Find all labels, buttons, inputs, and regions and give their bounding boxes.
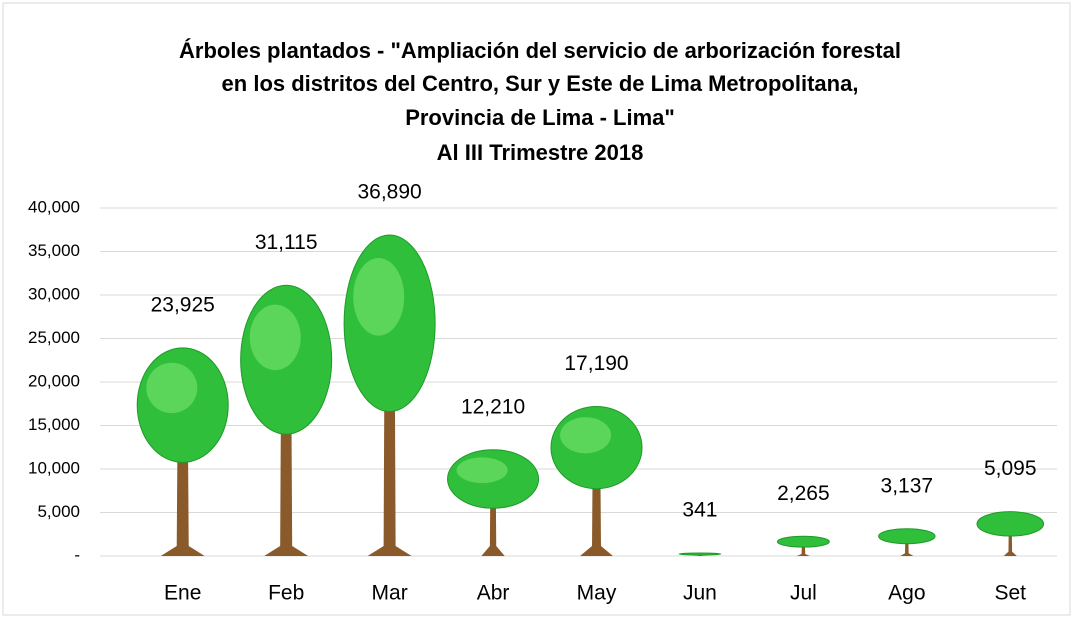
tree-canopy xyxy=(777,536,829,547)
y-tick-label: - xyxy=(74,545,80,564)
x-tick-label: Abr xyxy=(477,582,510,605)
tree-canopy-shade xyxy=(560,417,611,453)
value-label: 23,925 xyxy=(151,293,215,316)
tree-canopy-shade xyxy=(457,457,508,483)
x-tick-label: May xyxy=(577,582,617,605)
tree-canopy xyxy=(679,553,721,555)
value-label: 5,095 xyxy=(984,457,1037,480)
x-tick-label: Ene xyxy=(164,582,201,605)
x-tick-label: Mar xyxy=(372,582,408,605)
x-tick-label: Set xyxy=(995,582,1027,605)
y-tick-label: 25,000 xyxy=(28,328,80,347)
value-label: 31,115 xyxy=(255,231,318,254)
y-tick-label: 10,000 xyxy=(28,458,80,477)
value-label: 36,890 xyxy=(357,181,421,204)
y-tick-label: 15,000 xyxy=(28,415,80,434)
tree-canopy-shade xyxy=(250,305,301,371)
chart-title: en los distritos del Centro, Sur y Este … xyxy=(222,71,859,96)
y-tick-label: 35,000 xyxy=(28,241,80,260)
tree-canopy xyxy=(879,529,935,544)
x-tick-label: Jul xyxy=(790,582,817,605)
chart: Árboles plantados - "Ampliación del serv… xyxy=(0,0,1073,618)
y-tick-label: 30,000 xyxy=(28,284,80,303)
value-label: 3,137 xyxy=(881,474,934,497)
y-tick-label: 40,000 xyxy=(28,197,80,216)
x-tick-label: Jun xyxy=(683,582,717,605)
tree-canopy-shade xyxy=(353,258,404,336)
value-label: 2,265 xyxy=(777,482,830,505)
value-label: 12,210 xyxy=(461,395,525,418)
y-tick-label: 20,000 xyxy=(28,371,80,390)
value-label: 17,190 xyxy=(564,352,628,375)
chart-title: Al III Trimestre 2018 xyxy=(437,140,644,165)
chart-title: Provincia de Lima - Lima" xyxy=(405,105,675,130)
y-tick-label: 5,000 xyxy=(37,502,80,521)
x-tick-label: Ago xyxy=(888,582,925,605)
x-tick-label: Feb xyxy=(268,582,304,605)
tree-canopy xyxy=(977,512,1044,536)
chart-title: Árboles plantados - "Ampliación del serv… xyxy=(179,38,901,63)
value-label: 341 xyxy=(682,499,717,522)
tree-canopy-shade xyxy=(146,363,197,413)
